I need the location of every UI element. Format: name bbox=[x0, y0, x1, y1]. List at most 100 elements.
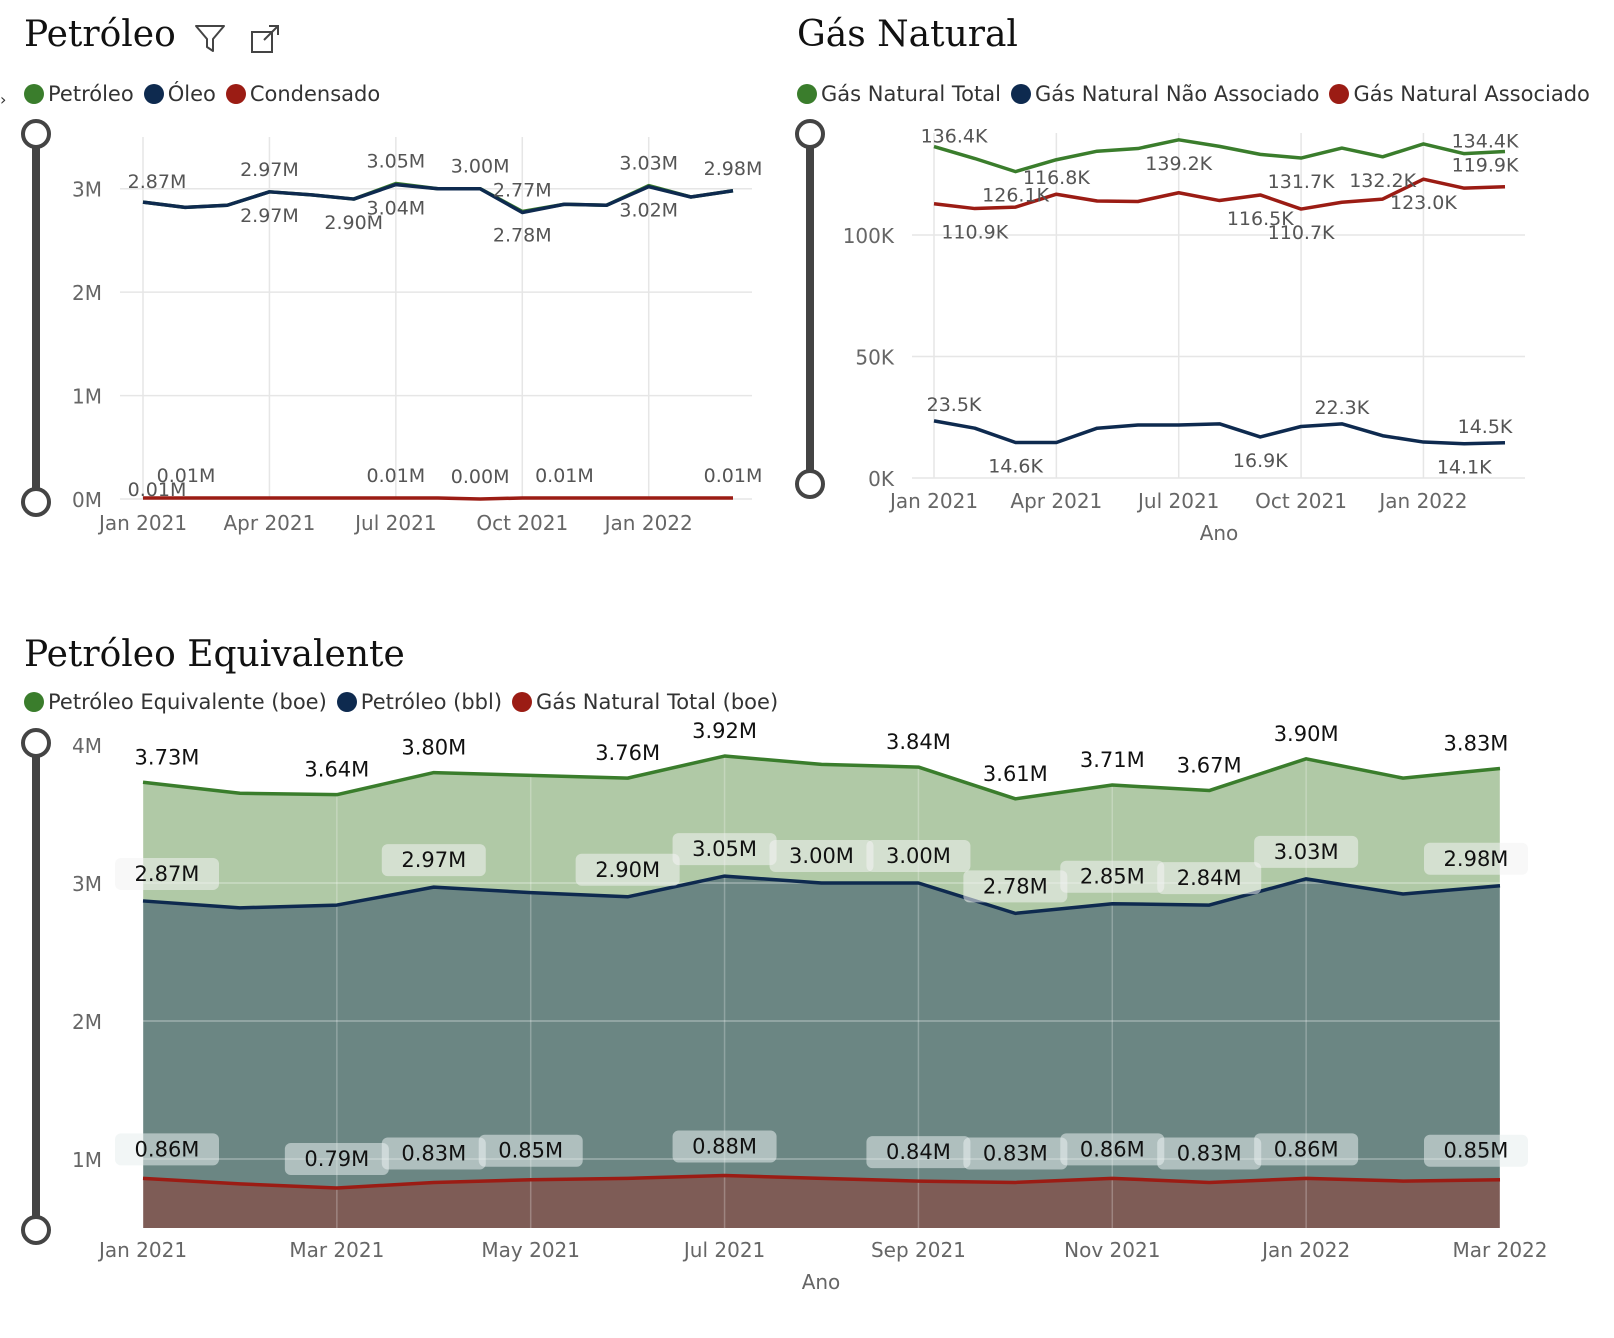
data-label: 2.85M bbox=[1080, 865, 1145, 889]
y-tick-label: 4M bbox=[72, 734, 102, 758]
data-label-bg bbox=[1060, 860, 1165, 893]
y-tick-label: 2M bbox=[72, 1010, 102, 1034]
data-label-bg bbox=[1157, 862, 1262, 895]
legend-item-condensado[interactable]: Condensado bbox=[225, 82, 381, 106]
data-label: 2.87M bbox=[135, 862, 200, 886]
slider-handle-bottom[interactable] bbox=[21, 1215, 51, 1245]
legend-label: Petróleo (bbl) bbox=[360, 690, 503, 714]
data-label: 136.4K bbox=[921, 126, 988, 148]
data-label: 3.80M bbox=[401, 736, 466, 760]
data-label: 23.5K bbox=[927, 394, 982, 416]
data-label: 110.9K bbox=[941, 222, 1008, 244]
x-tick-label: Oct 2021 bbox=[476, 511, 568, 535]
legend-item-gas-nao-associado[interactable]: Gás Natural Não Associado bbox=[1010, 82, 1319, 106]
legend-label: Óleo bbox=[167, 82, 216, 106]
data-label-bg bbox=[672, 1130, 777, 1163]
data-label: 3.73M bbox=[135, 745, 200, 769]
legend-item-gas-associado[interactable]: Gás Natural Associado bbox=[1329, 82, 1590, 106]
data-label-bg bbox=[381, 1137, 486, 1170]
x-tick-label: Mar 2021 bbox=[289, 1238, 384, 1262]
gas-natural-legend: Gás Natural Total Gás Natural Não Associ… bbox=[797, 82, 1600, 106]
data-label: 14.5K bbox=[1458, 416, 1513, 438]
data-label: 3.64M bbox=[304, 758, 369, 782]
slider-handle-top[interactable] bbox=[795, 119, 825, 149]
data-label-bg bbox=[478, 1134, 583, 1167]
legend-item-gas-total-boe[interactable]: Gás Natural Total (boe) bbox=[512, 690, 778, 714]
x-axis-title: Ano bbox=[1200, 521, 1239, 545]
data-label: 0.01M bbox=[157, 465, 216, 487]
data-label-bg bbox=[1424, 842, 1528, 875]
legend-dot-red bbox=[512, 692, 533, 712]
data-label: 3.76M bbox=[595, 741, 660, 765]
slider-handle-top[interactable] bbox=[21, 119, 51, 149]
data-label: 0.79M bbox=[304, 1147, 369, 1171]
data-label: 0.01M bbox=[535, 465, 594, 487]
slider-handle-bottom[interactable] bbox=[795, 469, 825, 499]
data-label: 3.05M bbox=[367, 151, 426, 173]
data-label: 3.84M bbox=[886, 730, 951, 754]
x-tick-label: Jan 2021 bbox=[888, 489, 978, 513]
x-tick-label: May 2021 bbox=[481, 1238, 580, 1262]
legend-label: Condensado bbox=[249, 82, 381, 106]
data-label: 2.97M bbox=[240, 205, 299, 227]
data-label: 0.85M bbox=[498, 1139, 563, 1163]
x-tick-label: Apr 2021 bbox=[1010, 489, 1102, 513]
y-tick-label: 2M bbox=[72, 281, 102, 305]
petroleo-line-chart[interactable]: 0M 1M 2M 3M Jan 2021 Apr 2021 Jul 2021 Oct 2021… bbox=[0, 0, 790, 560]
data-label-bg bbox=[672, 833, 777, 866]
data-label: 0.88M bbox=[692, 1135, 757, 1159]
legend-item-petroleo[interactable]: Petróleo bbox=[24, 82, 134, 106]
legend-item-petroleo-bbl[interactable]: Petróleo (bbl) bbox=[336, 690, 503, 714]
data-label: 3.67M bbox=[1177, 754, 1242, 778]
data-label-bg bbox=[575, 853, 680, 886]
data-label-bg bbox=[115, 1133, 219, 1166]
focus-mode-icon[interactable] bbox=[250, 24, 280, 58]
data-label-bg bbox=[1424, 1134, 1528, 1167]
series-line-1 bbox=[933, 419, 1506, 446]
data-label: 0.01M bbox=[704, 465, 763, 487]
data-label: 0.84M bbox=[886, 1140, 951, 1164]
clipped-edge-fragment: › bbox=[0, 90, 7, 109]
data-label: 3.02M bbox=[619, 200, 678, 222]
legend-item-oleo[interactable]: Óleo bbox=[143, 82, 216, 106]
slider-handle-bottom[interactable] bbox=[21, 487, 51, 517]
data-label: 116.8K bbox=[1023, 167, 1090, 189]
data-label: 116.5K bbox=[1227, 208, 1294, 230]
legend-label: Gás Natural Total (boe) bbox=[536, 690, 779, 714]
data-label-bg bbox=[1060, 1133, 1165, 1166]
data-label: 2.84M bbox=[1177, 866, 1242, 890]
x-tick-label: Apr 2021 bbox=[223, 511, 315, 535]
filter-icon[interactable] bbox=[194, 22, 226, 58]
slider-handle-top[interactable] bbox=[21, 728, 51, 758]
x-tick-label: Jan 2022 bbox=[603, 511, 693, 535]
data-label: 139.2K bbox=[1145, 153, 1212, 175]
gas-natural-line-chart[interactable]: 0K 50K 100K Jan 2021 Apr 2021 Jul 2021 Oct 202… bbox=[790, 0, 1614, 580]
petroleo-title: Petróleo bbox=[24, 14, 176, 55]
x-tick-label: Jul 2021 bbox=[353, 511, 436, 535]
petroleo-equivalente-area-chart[interactable]: 1M 2M 3M 4M Jan 2021 Mar 2021 May 2021 Jul 2021… bbox=[0, 620, 1614, 1338]
petroleo-legend: Petróleo Óleo Condensado bbox=[24, 82, 390, 106]
data-label: 2.78M bbox=[983, 874, 1048, 898]
data-label-bg bbox=[866, 1136, 971, 1169]
legend-item-gas-total[interactable]: Gás Natural Total bbox=[797, 82, 1001, 106]
legend-dot-navy bbox=[143, 84, 164, 104]
data-label: 2.90M bbox=[324, 212, 383, 234]
data-label: 119.9K bbox=[1452, 154, 1519, 176]
data-label: 3.00M bbox=[886, 844, 951, 868]
legend-dot-red bbox=[1329, 84, 1350, 104]
data-label: 0.00M bbox=[451, 466, 510, 488]
legend-item-petroleo-equivalente[interactable]: Petróleo Equivalente (boe) bbox=[24, 690, 327, 714]
legend-label: Petróleo bbox=[48, 82, 134, 106]
data-label: 0.83M bbox=[983, 1141, 1048, 1165]
series-line-condensado bbox=[143, 496, 733, 501]
data-label: 3.90M bbox=[1274, 722, 1339, 746]
data-label-bg bbox=[1254, 835, 1359, 868]
legend-label: Gás Natural Total bbox=[821, 82, 1001, 106]
legend-dot-green bbox=[24, 692, 44, 712]
data-label: 3.61M bbox=[983, 762, 1048, 786]
data-label: 2.97M bbox=[401, 848, 466, 872]
data-label: 134.4K bbox=[1452, 130, 1519, 152]
data-label: 0.83M bbox=[1177, 1141, 1242, 1165]
petroleo-equivalente-panel: Petróleo Equivalente Petróleo Equivalent… bbox=[0, 620, 1614, 1338]
data-label: 131.7K bbox=[1268, 171, 1335, 193]
